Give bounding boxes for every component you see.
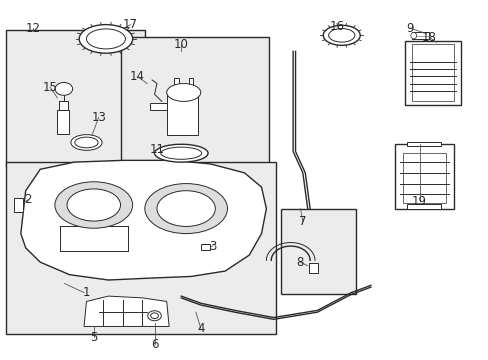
Bar — [394, 144, 453, 208]
Ellipse shape — [144, 184, 227, 234]
Text: 19: 19 — [411, 195, 426, 208]
Bar — [14, 198, 23, 212]
Text: 3: 3 — [209, 240, 216, 253]
Ellipse shape — [55, 182, 132, 228]
Bar — [411, 44, 453, 102]
Ellipse shape — [75, 137, 98, 148]
PathPatch shape — [84, 296, 169, 327]
Bar — [188, 78, 193, 93]
Bar — [6, 30, 144, 166]
Text: 15: 15 — [42, 81, 57, 94]
Text: 9: 9 — [405, 22, 413, 35]
Ellipse shape — [147, 311, 161, 321]
Ellipse shape — [166, 84, 201, 102]
Text: 14: 14 — [130, 70, 145, 83]
Bar — [120, 37, 268, 173]
Ellipse shape — [154, 144, 207, 162]
Text: 8: 8 — [296, 256, 304, 269]
Ellipse shape — [328, 28, 354, 42]
Bar — [407, 204, 441, 208]
Ellipse shape — [55, 82, 73, 95]
Bar — [57, 111, 69, 134]
Ellipse shape — [161, 147, 201, 159]
Text: 17: 17 — [122, 18, 138, 31]
Bar — [407, 142, 441, 146]
Ellipse shape — [79, 24, 132, 53]
Ellipse shape — [71, 135, 102, 150]
Text: 11: 11 — [149, 143, 164, 156]
Text: 7: 7 — [299, 215, 306, 228]
PathPatch shape — [21, 160, 266, 280]
Text: 1: 1 — [82, 286, 90, 299]
Bar — [411, 32, 428, 39]
Ellipse shape — [410, 32, 416, 39]
Text: 5: 5 — [90, 331, 97, 344]
Bar — [59, 102, 67, 111]
Bar — [404, 41, 460, 105]
Text: 16: 16 — [329, 20, 344, 33]
Text: 10: 10 — [174, 38, 188, 51]
Text: 2: 2 — [24, 193, 32, 206]
Ellipse shape — [157, 191, 215, 226]
Bar — [6, 162, 276, 334]
Bar — [149, 103, 169, 111]
Ellipse shape — [323, 25, 360, 45]
Bar — [308, 263, 317, 273]
Bar — [402, 153, 446, 203]
Ellipse shape — [86, 29, 125, 49]
Bar — [281, 208, 356, 294]
Text: 6: 6 — [150, 338, 158, 351]
Text: 13: 13 — [91, 111, 106, 124]
Text: 4: 4 — [197, 322, 204, 335]
Text: 18: 18 — [421, 31, 436, 44]
Bar — [174, 78, 179, 93]
Ellipse shape — [150, 313, 158, 319]
Ellipse shape — [67, 189, 120, 221]
Text: 12: 12 — [25, 22, 41, 35]
Bar — [166, 93, 198, 135]
Bar — [201, 244, 210, 249]
